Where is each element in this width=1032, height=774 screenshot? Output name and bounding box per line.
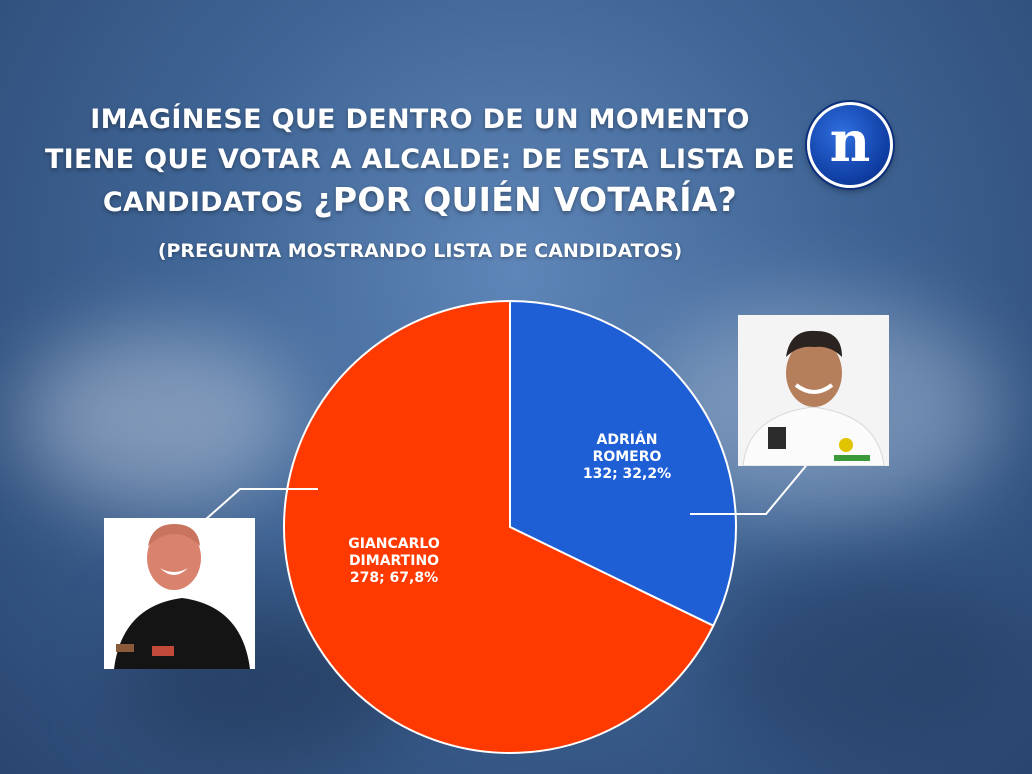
background-blur: [20, 330, 300, 510]
chart-subtitle: (PREGUNTA MOSTRANDO LISTA DE CANDIDATOS): [157, 240, 683, 262]
slice-label-value-dimartino: 278; 67,8%: [350, 570, 438, 586]
pie-slice-dimartino: [283, 299, 715, 754]
title-line-3a: CANDIDATOS: [102, 187, 314, 218]
slice-label-name-2-romero: ROMERO: [593, 449, 662, 465]
candidate-photo-dimartino: [104, 518, 255, 669]
slice-label-name-2-dimartino: DIMARTINO: [349, 553, 439, 569]
title-line-2: TIENE QUE VOTAR A ALCALDE: DE ESTA LISTA…: [44, 144, 796, 175]
chart-title: IMAGÍNESE QUE DENTRO DE UN MOMENTO TIENE…: [40, 100, 800, 223]
title-line-1: IMAGÍNESE QUE DENTRO DE UN MOMENTO: [90, 104, 750, 135]
candidate-photo-romero: [738, 315, 889, 466]
logo-letter: n: [829, 109, 871, 175]
slice-label-value-romero: 132; 32,2%: [583, 466, 671, 482]
title-line-3: CANDIDATOS ¿POR QUIÉN VOTARÍA?: [40, 180, 800, 223]
slice-label-name-1-romero: ADRIÁN: [597, 431, 658, 448]
leader-line-dimartino: [204, 488, 318, 521]
leader-line-romero: [690, 454, 816, 515]
slice-label-name-1-dimartino: GIANCARLO: [348, 536, 440, 552]
title-question: ¿POR QUIÉN VOTARÍA?: [313, 180, 738, 219]
pie-slice-romero: [509, 299, 737, 628]
background-blur: [700, 560, 1020, 760]
brand-logo: n: [807, 102, 893, 188]
